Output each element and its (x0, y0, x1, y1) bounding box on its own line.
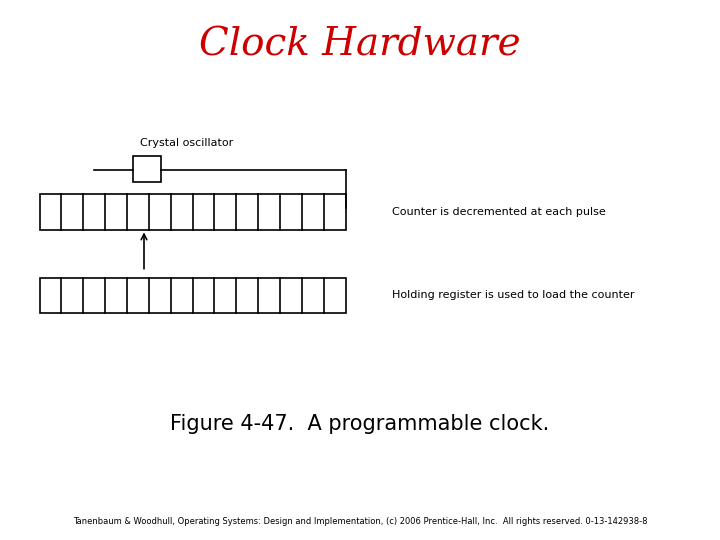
Text: Crystal oscillator: Crystal oscillator (140, 138, 234, 149)
Text: Figure 4-47.  A programmable clock.: Figure 4-47. A programmable clock. (171, 414, 549, 434)
Bar (40, 194, 346, 230)
Text: Tanenbaum & Woodhull, Operating Systems: Design and Implementation, (c) 2006 Pre: Tanenbaum & Woodhull, Operating Systems:… (73, 517, 647, 526)
Text: Clock Hardware: Clock Hardware (199, 27, 521, 64)
Bar (40, 278, 346, 313)
Text: Holding register is used to load the counter: Holding register is used to load the cou… (392, 291, 635, 300)
Text: Counter is decremented at each pulse: Counter is decremented at each pulse (392, 207, 606, 217)
Bar (133, 156, 161, 182)
